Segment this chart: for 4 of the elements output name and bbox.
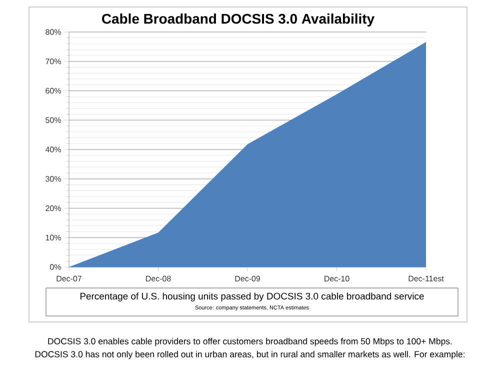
chart-title: Cable Broadband DOCSIS 3.0 Availability <box>102 13 374 26</box>
text: DOCSIS 3.0 has not only been rolled out in urban areas, but in rural and smaller markets as well. For example: <box>35 350 464 360</box>
text: Percentage of U.S. housing units passed by DOCSIS 3.0 cable broadband service <box>80 292 424 302</box>
text: DOCSIS 3.0 enables cable providers to offer customers broadband speeds from 50 Mbps to 100+ Mbps. <box>48 338 452 346</box>
